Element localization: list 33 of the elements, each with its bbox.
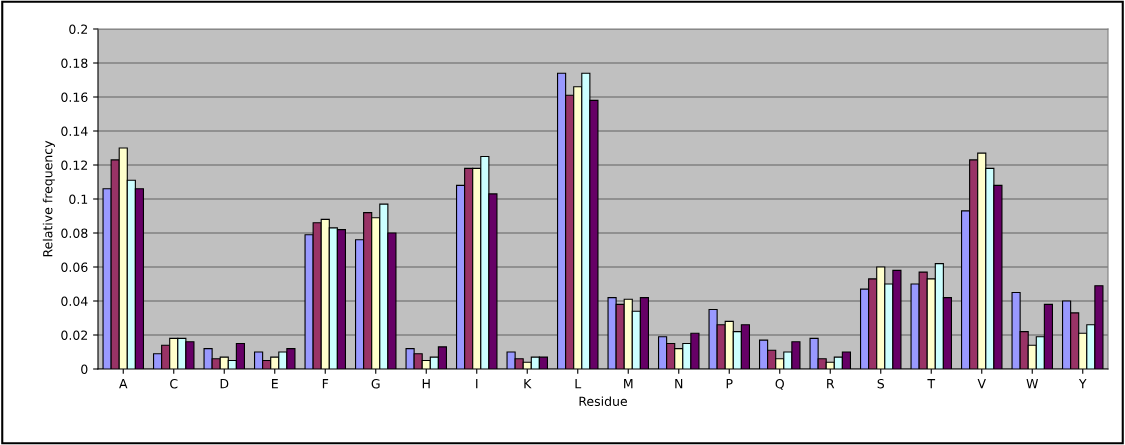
y-tick-label: 0.12 <box>61 160 88 170</box>
x-tick-label: F <box>322 379 329 389</box>
x-tick-label: E <box>272 379 278 389</box>
x-tick-label: N <box>675 379 683 389</box>
y-tick-label: 0.18 <box>61 58 88 68</box>
y-tick-label: 0 <box>81 364 88 374</box>
x-tick-label: H <box>422 379 430 389</box>
x-tick-label: L <box>575 379 582 389</box>
y-tick-label: 0.04 <box>61 296 88 306</box>
y-tick-label: 0.2 <box>69 24 88 34</box>
x-tick-label: M <box>624 379 633 389</box>
x-tick-label: T <box>927 379 936 389</box>
x-tick-label: W <box>1026 379 1039 389</box>
y-tick-label: 0.02 <box>61 330 88 340</box>
y-tick-label: 0.14 <box>61 126 88 136</box>
y-tick-label: 0.06 <box>61 262 88 272</box>
y-tick-label: 0.08 <box>61 228 88 238</box>
x-tick-label: S <box>877 378 885 389</box>
y-tick-label: 0.1 <box>69 194 88 204</box>
y-tick-label: 0.16 <box>61 92 88 102</box>
x-tick-label: V <box>977 379 986 389</box>
x-tick-label: G <box>371 378 380 389</box>
y-axis-title: Relative frequency <box>42 140 55 257</box>
x-tick-label: I <box>476 379 478 389</box>
x-tick-label: Y <box>1078 379 1087 389</box>
x-tick-label: K <box>524 379 532 389</box>
x-axis-title: Residue <box>579 396 628 407</box>
x-tick-label: Q <box>775 378 784 390</box>
x-tick-label: C <box>170 378 178 389</box>
x-tick-label: P <box>726 379 733 389</box>
x-tick-label: D <box>220 379 229 389</box>
x-tick-label: A <box>119 379 128 389</box>
x-tick-label: R <box>827 379 835 389</box>
